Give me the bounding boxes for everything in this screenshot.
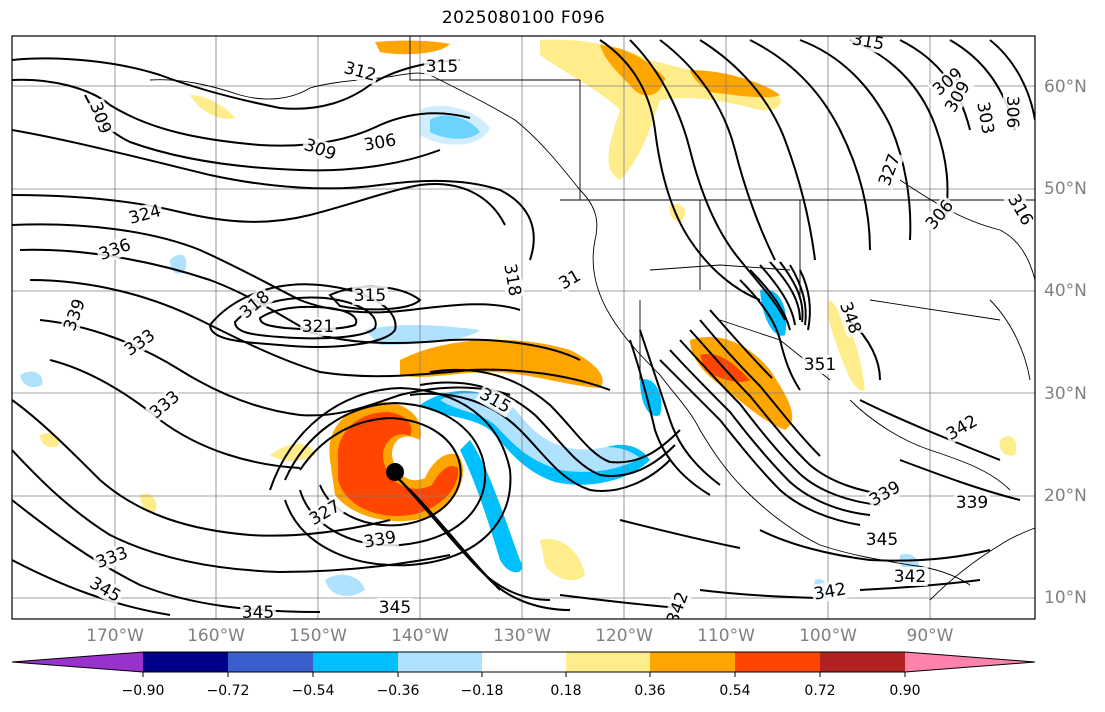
storm-center-marker [386, 463, 404, 481]
contour-label: 348 [835, 297, 866, 338]
lon-label: 140°W [391, 626, 449, 646]
colorbar-bin [313, 652, 398, 672]
contour-label: 315 [424, 57, 460, 77]
contour-label: 345 [240, 603, 276, 623]
colorbar-bin [650, 652, 735, 672]
colorbar-tick-label: 0.72 [804, 683, 836, 699]
colorbar-bin [820, 652, 905, 672]
contour-label-text: 315 [354, 286, 386, 306]
contour-label-text: 351 [804, 355, 836, 375]
lon-label: 170°W [86, 626, 144, 646]
contour-label-text: 345 [379, 598, 411, 618]
lat-label: 40°N [1044, 281, 1087, 301]
colorbar-under-triangle [12, 652, 143, 672]
colorbar-tick-label: −0.90 [121, 683, 165, 699]
contour-label-text: 345 [242, 603, 274, 623]
lon-label: 150°W [289, 626, 347, 646]
contour-label: 351 [802, 355, 838, 375]
colorbar-bin [482, 652, 566, 672]
contour-label-text: 306 [1002, 96, 1022, 128]
contour-label: 321 [300, 317, 336, 337]
figure-title: 2025080100 F096 [441, 8, 606, 28]
colorbar-tick-label: 0.36 [634, 683, 666, 699]
colorbar-bin [143, 652, 228, 672]
lon-label: 90°W [906, 626, 954, 646]
contour-label-text: 345 [866, 530, 898, 550]
lat-label: 10°N [1044, 588, 1087, 608]
colorbar-tick-label: −0.72 [206, 683, 250, 699]
contour-label: 345 [377, 598, 413, 618]
lon-label: 160°W [187, 626, 245, 646]
colorbar-tick-label: 0.90 [889, 683, 921, 699]
contour-label: 315 [352, 286, 388, 306]
map-frame [11, 35, 1036, 620]
contour-label: 345 [864, 530, 900, 550]
colorbar-tick-label: −0.36 [376, 683, 420, 699]
colorbar-bin [228, 652, 313, 672]
contour-label-text: 342 [894, 567, 926, 587]
colorbar-bin [398, 652, 482, 672]
lat-label: 20°N [1044, 486, 1087, 506]
colorbar-tick-label: 0.54 [719, 683, 751, 699]
colorbar-over-triangle [905, 652, 1035, 672]
lat-label: 30°N [1044, 384, 1087, 404]
contour-label: 342 [892, 567, 928, 587]
colorbar [11, 651, 1036, 677]
contour-label: 306 [1002, 94, 1022, 130]
lat-label: 60°N [1044, 77, 1087, 97]
contour-label: 303 [972, 98, 998, 138]
lon-label: 100°W [799, 626, 857, 646]
colorbar-bin [566, 652, 650, 672]
lat-label: 50°N [1044, 179, 1087, 199]
contour-label-text: 321 [302, 317, 334, 337]
colorbar-tick-label: 0.18 [550, 683, 582, 699]
lon-label: 130°W [493, 626, 551, 646]
colorbar-tick-label: −0.18 [460, 683, 504, 699]
contour-label: 342 [810, 579, 850, 605]
colorbar-tick-label: −0.54 [291, 683, 335, 699]
contour-label: 339 [954, 493, 990, 513]
colorbar-bin [735, 652, 820, 672]
contour-label-text: 315 [426, 57, 458, 77]
lon-label: 120°W [595, 626, 653, 646]
contour-label-text: 315 [850, 29, 885, 54]
contour-label-text: 339 [956, 493, 988, 513]
lon-label: 110°W [697, 626, 755, 646]
contour-label: 315 [848, 29, 888, 55]
